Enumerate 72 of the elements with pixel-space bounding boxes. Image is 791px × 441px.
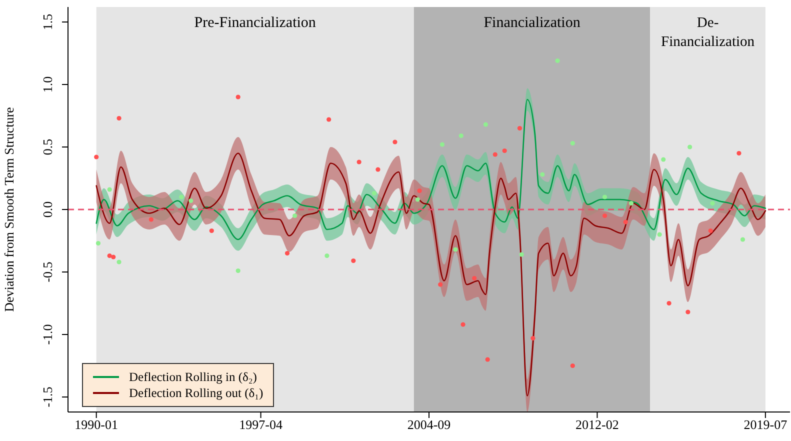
y-axis-title: Deviation from Smooth Term Structure bbox=[2, 106, 17, 312]
point bbox=[530, 336, 536, 341]
point bbox=[602, 213, 608, 218]
point bbox=[661, 157, 666, 162]
point bbox=[570, 363, 575, 368]
y-tick-label: 0.5 bbox=[40, 138, 55, 156]
band-label: Financialization bbox=[484, 15, 581, 31]
band-label: Pre-Financialization bbox=[194, 15, 316, 31]
point bbox=[107, 253, 112, 258]
point bbox=[179, 194, 184, 200]
point bbox=[708, 228, 713, 234]
x-tick-label: 2012-02 bbox=[576, 417, 619, 432]
point bbox=[517, 126, 522, 131]
point bbox=[686, 310, 690, 314]
point bbox=[602, 194, 608, 200]
point bbox=[666, 300, 672, 306]
point bbox=[351, 258, 356, 264]
point bbox=[453, 247, 458, 252]
point bbox=[284, 250, 290, 256]
y-tick-label: 1.0 bbox=[40, 76, 55, 93]
point bbox=[356, 160, 362, 164]
point bbox=[570, 140, 575, 146]
point bbox=[438, 282, 443, 287]
point bbox=[111, 254, 116, 260]
y-tick-label: -1.5 bbox=[40, 386, 55, 408]
point bbox=[472, 276, 477, 281]
point bbox=[740, 237, 746, 242]
point bbox=[440, 142, 445, 147]
point bbox=[483, 122, 488, 127]
point bbox=[492, 152, 498, 157]
band-label: De-Financialization bbox=[661, 15, 756, 50]
point bbox=[392, 140, 398, 144]
x-tick-label: 2004-09 bbox=[407, 417, 451, 432]
point bbox=[94, 154, 99, 160]
point bbox=[688, 144, 692, 150]
point bbox=[657, 232, 662, 237]
point bbox=[116, 116, 122, 121]
point bbox=[236, 268, 240, 274]
point bbox=[188, 198, 194, 204]
point bbox=[292, 213, 298, 218]
point bbox=[736, 150, 742, 156]
point bbox=[96, 240, 101, 246]
legend-label: Deflection Rolling out (δ₁) bbox=[129, 385, 264, 401]
point bbox=[417, 188, 422, 194]
legend-label: Deflection Rolling in (δ₂) bbox=[129, 369, 257, 385]
point bbox=[148, 217, 154, 222]
point bbox=[623, 220, 628, 224]
y-tick-label: -1.0 bbox=[40, 324, 55, 345]
point bbox=[415, 197, 420, 202]
point bbox=[555, 58, 560, 64]
point bbox=[458, 133, 464, 138]
point bbox=[107, 187, 112, 192]
point bbox=[236, 94, 240, 100]
x-tick-label: 2019-07 bbox=[744, 417, 788, 432]
y-tick-label: 0.0 bbox=[40, 201, 55, 218]
y-tick-label: -0.5 bbox=[40, 262, 55, 282]
x-tick-label: 1990-01 bbox=[74, 417, 118, 432]
point bbox=[326, 117, 332, 122]
point bbox=[710, 200, 715, 206]
y-tick-label: 1.5 bbox=[40, 14, 55, 30]
x-tick-label: 1997-04 bbox=[239, 417, 283, 432]
point bbox=[376, 167, 380, 172]
point bbox=[540, 172, 545, 177]
point bbox=[324, 253, 330, 258]
point bbox=[116, 260, 122, 264]
point bbox=[502, 148, 507, 154]
point bbox=[372, 190, 376, 196]
point bbox=[519, 252, 524, 257]
point bbox=[485, 357, 490, 362]
point bbox=[460, 322, 466, 327]
point bbox=[628, 200, 634, 206]
point bbox=[209, 228, 214, 234]
